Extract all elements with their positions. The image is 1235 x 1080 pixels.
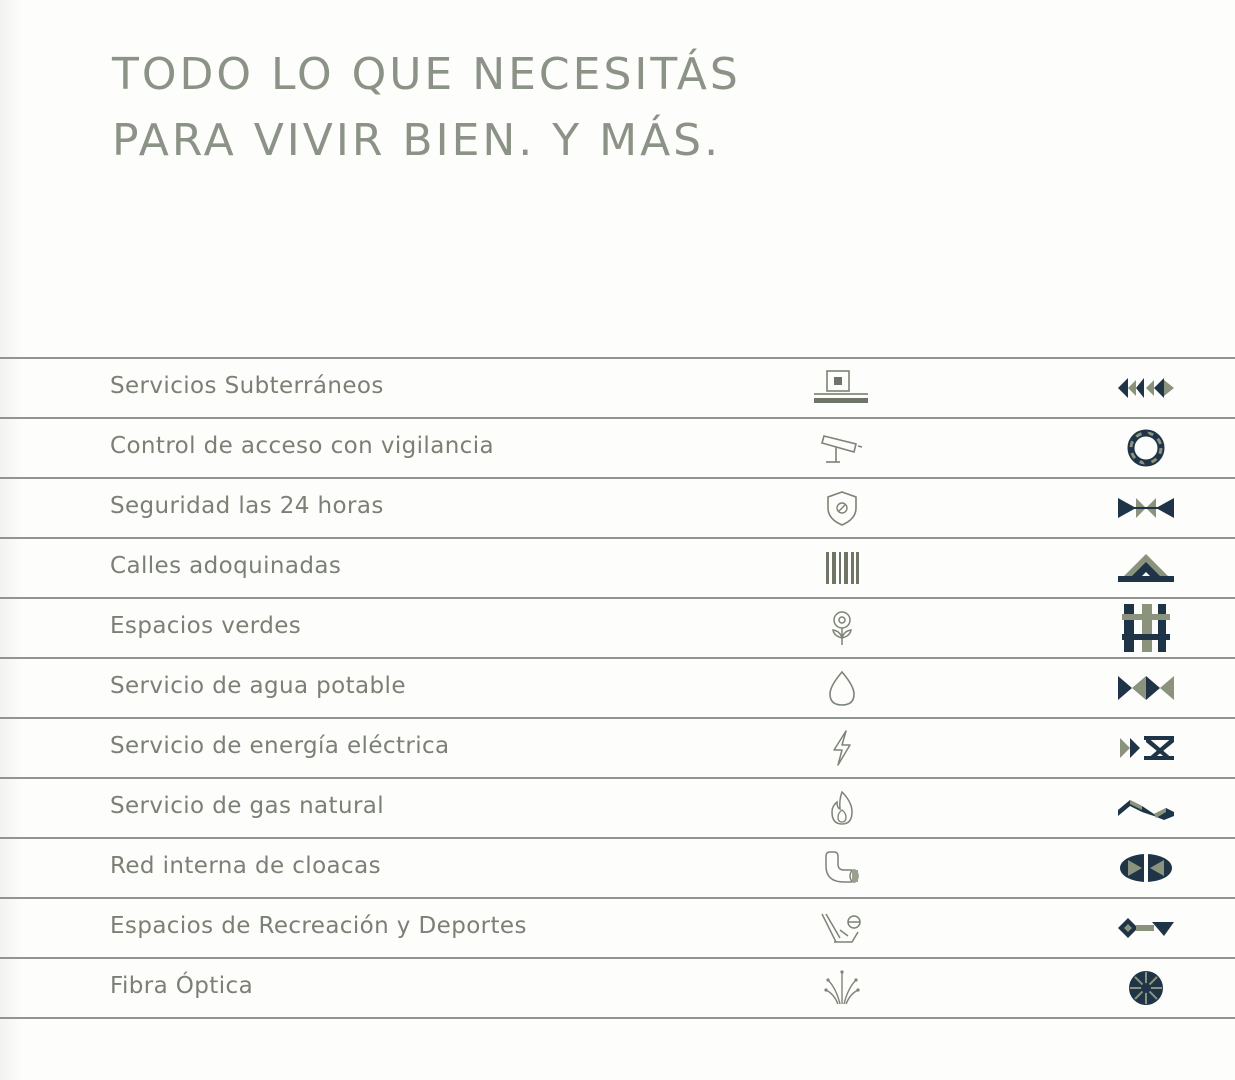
service-row-recreation-sports: Espacios de Recreación y Deportes [0, 899, 1235, 959]
service-row-electricity: Servicio de energía eléctrica [0, 719, 1235, 779]
grid-motif [1114, 604, 1178, 652]
ring-motif [1114, 428, 1178, 468]
starburst-motif [1114, 968, 1178, 1008]
arch-motif [1114, 548, 1178, 588]
underground-icon [812, 368, 872, 408]
service-label: Servicio de gas natural [110, 793, 385, 819]
service-row-underground: Servicios Subterráneos [0, 359, 1235, 419]
service-row-drinking-water: Servicio de agua potable [0, 659, 1235, 719]
key-motif [1114, 908, 1178, 948]
x-chevron-motif [1114, 728, 1178, 768]
sports-icon [812, 908, 872, 948]
service-row-fiber-optic: Fibra Óptica [0, 959, 1235, 1019]
service-label: Seguridad las 24 horas [110, 493, 384, 519]
service-label: Calles adoquinadas [110, 553, 342, 579]
service-label: Red interna de cloacas [110, 853, 381, 879]
paving-bars-icon [812, 548, 872, 588]
headline-line-2: PARA VIVIR BIEN. Y MÁS. [112, 115, 722, 166]
service-row-natural-gas: Servicio de gas natural [0, 779, 1235, 839]
pipe-icon [812, 848, 872, 888]
headline-line-1: TODO LO QUE NECESITÁS [112, 49, 741, 100]
service-label: Servicio de energía eléctrica [110, 733, 450, 759]
flower-icon [812, 608, 872, 648]
service-row-sewage: Red interna de cloacas [0, 839, 1235, 899]
bowtie-motif [1114, 488, 1178, 528]
double-bowtie-motif [1114, 668, 1178, 708]
page-headline: TODO LO QUE NECESITÁS PARA VIVIR BIEN. Y… [112, 42, 741, 174]
water-drop-icon [812, 668, 872, 708]
fiber-optic-icon [812, 968, 872, 1008]
flame-icon [812, 788, 872, 828]
split-circle-motif [1114, 848, 1178, 888]
service-label: Control de acceso con vigilancia [110, 433, 495, 459]
service-label: Fibra Óptica [110, 973, 254, 999]
services-list: Servicios Subterráneos [0, 357, 1235, 1019]
service-row-green-spaces: Espacios verdes [0, 599, 1235, 659]
service-label: Espacios de Recreación y Deportes [110, 913, 527, 939]
service-label: Servicios Subterráneos [110, 373, 384, 399]
security-camera-icon [812, 428, 872, 468]
service-row-security-24h: Seguridad las 24 horas [0, 479, 1235, 539]
service-label: Espacios verdes [110, 613, 302, 639]
wave-motif [1114, 788, 1178, 828]
service-row-paved-streets: Calles adoquinadas [0, 539, 1235, 599]
service-row-access-control: Control de acceso con vigilancia [0, 419, 1235, 479]
lightning-icon [812, 728, 872, 768]
service-label: Servicio de agua potable [110, 673, 406, 699]
arrows-motif [1114, 368, 1178, 408]
shield-icon [812, 488, 872, 528]
